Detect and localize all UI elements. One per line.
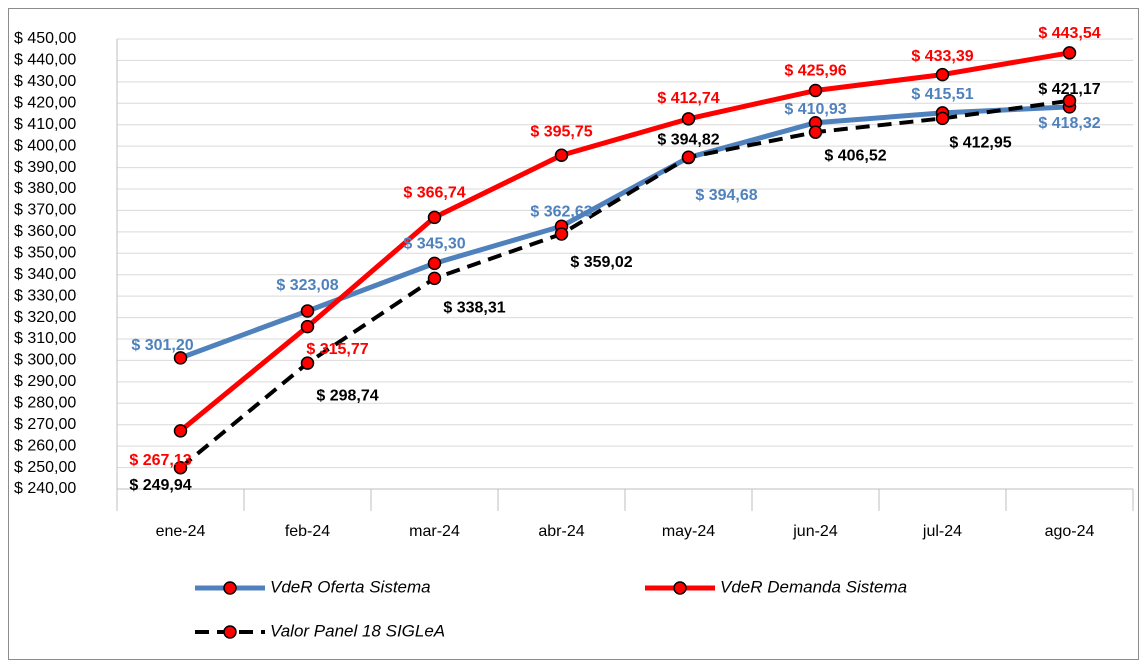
data-label: $ 323,08 <box>276 277 338 294</box>
x-tick-label: ago-24 <box>1045 523 1095 540</box>
data-label: $ 394,82 <box>657 131 719 148</box>
series-line <box>179 104 1070 361</box>
x-tick-label: abr-24 <box>538 523 584 540</box>
marker <box>681 112 696 126</box>
marker <box>935 67 950 82</box>
x-tick-label: jun-24 <box>792 523 838 540</box>
legend-marker <box>223 625 237 639</box>
y-tick-label: $ 260,00 <box>14 437 76 454</box>
x-tick-label: may-24 <box>662 523 715 540</box>
marker <box>808 125 823 139</box>
data-label: $ 249,94 <box>129 477 191 494</box>
y-tick-label: $ 250,00 <box>14 459 76 476</box>
data-label: $ 443,54 <box>1038 25 1100 42</box>
data-label: $ 338,31 <box>443 300 505 317</box>
marker <box>427 271 442 286</box>
data-label: $ 433,39 <box>911 48 973 65</box>
data-label: $ 298,74 <box>316 387 378 404</box>
series-line <box>178 50 1070 433</box>
data-label: $ 315,77 <box>306 341 368 358</box>
y-tick-label: $ 370,00 <box>14 202 76 219</box>
legend-label: VdeR Oferta Sistema <box>270 577 431 596</box>
data-label: $ 415,51 <box>911 86 973 103</box>
data-label: $ 412,95 <box>949 135 1011 152</box>
y-tick-label: $ 290,00 <box>14 373 76 390</box>
y-tick-label: $ 440,00 <box>14 52 76 69</box>
y-tick-label: $ 240,00 <box>14 480 76 497</box>
y-tick-label: $ 270,00 <box>14 416 76 433</box>
data-label: $ 406,52 <box>824 147 886 164</box>
data-label: $ 394,68 <box>695 187 757 204</box>
y-tick-label: $ 410,00 <box>14 116 76 133</box>
y-tick-label: $ 360,00 <box>14 223 76 240</box>
legend-label: Valor Panel 18 SIGLeA <box>270 621 445 640</box>
x-tick-label: mar-24 <box>409 523 460 540</box>
marker <box>554 148 569 162</box>
y-tick-label: $ 380,00 <box>14 180 76 197</box>
data-label: $ 395,75 <box>530 123 592 140</box>
data-label: $ 345,30 <box>403 236 465 253</box>
marker <box>173 460 188 475</box>
data-label: $ 362,63 <box>530 203 592 220</box>
x-tick-label: jul-24 <box>922 523 962 540</box>
marker <box>808 83 823 98</box>
data-label: $ 412,74 <box>657 90 719 107</box>
x-tick-label: ene-24 <box>156 523 206 540</box>
marker <box>1062 94 1077 108</box>
data-label: $ 418,32 <box>1038 115 1100 132</box>
legend-label: VdeR Demanda Sistema <box>720 577 907 596</box>
y-tick-label: $ 400,00 <box>14 137 76 154</box>
data-label: $ 421,17 <box>1038 81 1100 98</box>
y-tick-label: $ 450,00 <box>14 30 76 47</box>
marker <box>173 351 188 365</box>
marker <box>935 111 950 126</box>
marker <box>300 304 315 318</box>
y-tick-label: $ 350,00 <box>14 245 76 262</box>
series-line <box>179 98 1070 470</box>
chart-frame <box>8 8 1139 660</box>
x-tick-label: feb-24 <box>285 523 330 540</box>
marker <box>300 356 315 370</box>
y-tick-label: $ 300,00 <box>14 352 76 369</box>
data-label: $ 301,20 <box>131 337 193 354</box>
marker <box>427 210 442 225</box>
y-tick-label: $ 330,00 <box>14 287 76 304</box>
data-label: $ 359,02 <box>570 254 632 271</box>
marker <box>681 150 696 164</box>
data-label: $ 366,74 <box>403 185 465 202</box>
y-tick-label: $ 390,00 <box>14 159 76 176</box>
marker <box>300 319 315 334</box>
marker <box>173 424 188 438</box>
y-tick-label: $ 320,00 <box>14 309 76 326</box>
y-tick-label: $ 310,00 <box>14 330 76 347</box>
marker <box>427 256 442 271</box>
legend-marker <box>223 581 237 595</box>
y-tick-label: $ 280,00 <box>14 395 76 412</box>
y-tick-label: $ 430,00 <box>14 73 76 90</box>
data-label: $ 425,96 <box>784 63 846 80</box>
y-tick-label: $ 420,00 <box>14 95 76 112</box>
data-label: $ 267,13 <box>129 452 191 469</box>
marker <box>1062 46 1077 60</box>
data-label: $ 410,93 <box>784 101 846 118</box>
legend-marker <box>673 581 687 595</box>
marker <box>554 227 569 241</box>
y-tick-label: $ 340,00 <box>14 266 76 283</box>
